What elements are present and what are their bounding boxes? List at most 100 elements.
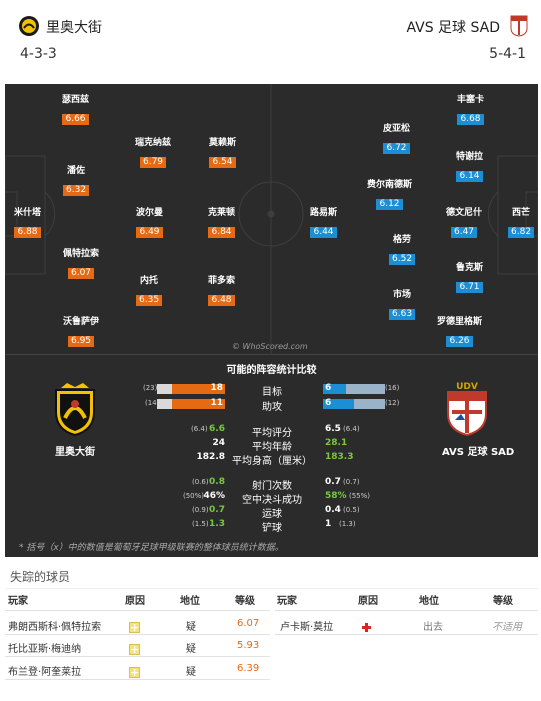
missing-status: 疑 (186, 644, 196, 655)
home-formation: 4-3-3 (20, 46, 57, 62)
stats-title: 可能的阵容统计比较 (226, 365, 317, 376)
player-name: 西芒 (512, 208, 531, 218)
away-goals-avg: (16) (385, 384, 400, 392)
home-player[interactable]: 瑞克纳兹 6.79 (135, 137, 171, 168)
player-name: 市场 (393, 290, 412, 300)
away-player[interactable]: 费尔南德斯 6.12 (367, 179, 412, 210)
away-player[interactable]: 特谢拉 6.14 (456, 151, 483, 182)
home-player[interactable]: 佩特拉索 6.07 (63, 248, 99, 279)
stat-label: 铲球 (262, 523, 282, 534)
home-player[interactable]: 克莱顿 6.84 (208, 207, 235, 238)
missing-player-name[interactable]: 卢卡斯·莫拉 (280, 622, 334, 633)
player-rating: 6.52 (389, 254, 416, 265)
away-stat-avg: (0.5) (343, 506, 360, 514)
home-stat-avg: (0.9) (192, 506, 209, 514)
home-stat-value: 0.7 (209, 505, 225, 515)
player-rating: 6.47 (450, 227, 478, 238)
away-stat-avg: (1.3) (339, 520, 356, 528)
away-player[interactable]: 路易斯 6.44 (310, 207, 337, 238)
missing-player-name[interactable]: 布兰登·阿奎莱拉 (8, 667, 82, 678)
player-name: 特谢拉 (456, 152, 484, 162)
player-rating: 6.07 (67, 268, 95, 279)
player-rating: 6.63 (389, 309, 416, 320)
home-header-rating: 等级 (235, 596, 255, 607)
player-name: 瑞克纳兹 (135, 138, 172, 148)
pitch-markings (5, 84, 538, 354)
player-rating: 6.12 (376, 199, 403, 210)
divider (5, 656, 270, 657)
pitch: 瑟西兹 6.66 瑞克纳兹 6.79 莫赖斯 6.54 潘佐 6.32 米什塔 6.88 … (5, 84, 538, 354)
missing-status: 出去 (423, 622, 443, 633)
stats-footnote: * 括号（x）中的数值是葡萄牙足球甲级联赛的整体球员统计数据。 (19, 543, 284, 553)
player-rating: 6.84 (208, 227, 235, 238)
stat-label: 运球 (262, 509, 282, 520)
away-header-reason: 原因 (358, 596, 378, 607)
player-rating: 6.71 (456, 282, 483, 293)
home-stat-value: 6.6 (209, 424, 225, 434)
player-rating: 6.79 (139, 157, 167, 168)
away-stat-value: 0.4 (325, 505, 341, 515)
away-assists-bar-track (323, 399, 385, 409)
home-player[interactable]: 莫赖斯 6.54 (209, 137, 236, 168)
player-name: 路易斯 (310, 208, 338, 218)
home-player[interactable]: 潘佐 6.32 (63, 165, 90, 196)
home-stat-value: 24 (212, 438, 225, 448)
missing-rating: 不适用 (492, 622, 522, 633)
player-name: 波尔曼 (136, 208, 164, 218)
home-club-logo-icon (53, 382, 97, 440)
home-goals-avg: (23) (143, 384, 158, 392)
home-goals-bar (172, 384, 225, 394)
home-stat-value: 182.8 (196, 452, 225, 462)
home-header-player: 玩家 (8, 596, 28, 607)
home-assists-bar (172, 399, 225, 409)
svg-text:UDV: UDV (456, 382, 478, 392)
home-stat-value: 1.3 (209, 519, 225, 529)
player-rating: 6.72 (383, 143, 410, 154)
player-rating: 6.32 (63, 185, 90, 196)
away-header-status: 地位 (419, 596, 439, 607)
doubtful-icon (129, 640, 140, 655)
away-team-name[interactable]: AVS 足球 SAD (406, 20, 500, 36)
player-name: 罗德里格斯 (437, 317, 483, 327)
away-stat-value: 183.3 (325, 452, 354, 462)
home-assists-avg: (14) (145, 399, 160, 407)
away-stat-value: 6.5 (325, 424, 341, 434)
home-player[interactable]: 菲多索 6.48 (208, 275, 235, 306)
missing-players-title: 失踪的球员 (10, 570, 71, 584)
missing-player-name[interactable]: 弗朗西斯科·佩特拉索 (8, 622, 102, 633)
away-player[interactable]: 皮亚松 6.72 (383, 123, 410, 154)
home-stat-value: 46% (203, 491, 225, 501)
missing-rating: 6.39 (237, 663, 260, 674)
away-goals-bar-track (323, 384, 385, 394)
player-rating: 6.49 (136, 227, 163, 238)
home-stat-avg: (6.4) (191, 425, 208, 433)
away-club-logo-icon: UDV (445, 380, 489, 440)
player-rating: 6.26 (446, 336, 473, 347)
away-player[interactable]: 罗德里格斯 6.26 (437, 316, 482, 347)
away-player[interactable]: 市场 6.63 (389, 289, 416, 320)
player-rating: 6.14 (456, 171, 483, 182)
home-assists-value: 11 (210, 398, 223, 408)
away-stat-value: 1 (325, 519, 332, 529)
away-header-player: 玩家 (277, 596, 297, 607)
home-team-name[interactable]: 里奥大街 (46, 20, 102, 36)
home-player[interactable]: 沃鲁萨伊 6.95 (63, 316, 99, 347)
missing-rating: 6.07 (237, 618, 260, 629)
divider (5, 679, 270, 680)
divider (275, 634, 538, 635)
away-stat-avg: (0.7) (343, 478, 360, 486)
away-player[interactable]: 丰塞卡 6.68 (457, 94, 484, 125)
away-player[interactable]: 鲁克斯 6.71 (456, 262, 483, 293)
missing-status: 疑 (186, 622, 196, 633)
home-player[interactable]: 瑟西兹 6.66 (62, 94, 89, 125)
away-player[interactable]: 西芒 6.82 (508, 207, 535, 238)
away-player[interactable]: 德文尼什 6.47 (446, 207, 482, 238)
stat-label: 平均年龄 (252, 442, 292, 453)
home-player[interactable]: 米什塔 6.88 (14, 207, 41, 238)
home-player[interactable]: 内托 6.35 (136, 275, 163, 306)
home-player[interactable]: 波尔曼 6.49 (136, 207, 163, 238)
stat-label: 平均身高（厘米） (232, 456, 312, 467)
away-player[interactable]: 格劳 6.52 (389, 234, 416, 265)
missing-player-name[interactable]: 托比亚斯·梅迪纳 (8, 644, 82, 655)
player-rating: 6.88 (14, 227, 41, 238)
